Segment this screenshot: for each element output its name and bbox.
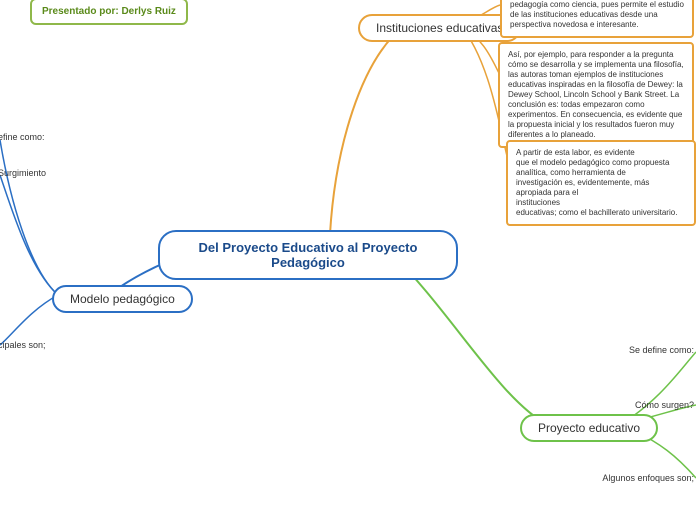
mindmap-canvas: Presentado por: Derlys Ruiz Del Proyecto… [0,0,696,520]
presenter-box: Presentado por: Derlys Ruiz [30,0,188,25]
info-box-instituciones-2: Así, por ejemplo, para responder a la pr… [498,42,694,148]
info-box-instituciones-3: A partir de esta labor, es evidente que … [506,140,696,226]
branch-modelo: Modelo pedagógico [52,285,193,313]
leaf-modelo-3: cipales son; [0,340,46,350]
leaf-proyecto-1: Se define como: [629,345,694,355]
info-box-instituciones-1: herramienta esencial en la construcción … [500,0,694,38]
leaf-modelo-2: Surgimiento [0,168,46,178]
leaf-modelo-1: efine como: [0,132,45,142]
leaf-proyecto-3: Algunos enfoques son; [602,473,694,483]
branch-instituciones: Instituciones educativas [358,14,521,42]
branch-proyecto: Proyecto educativo [520,414,658,442]
leaf-proyecto-2: Cómo surgen? [635,400,694,410]
center-node: Del Proyecto Educativo al Proyecto Pedag… [158,230,458,280]
